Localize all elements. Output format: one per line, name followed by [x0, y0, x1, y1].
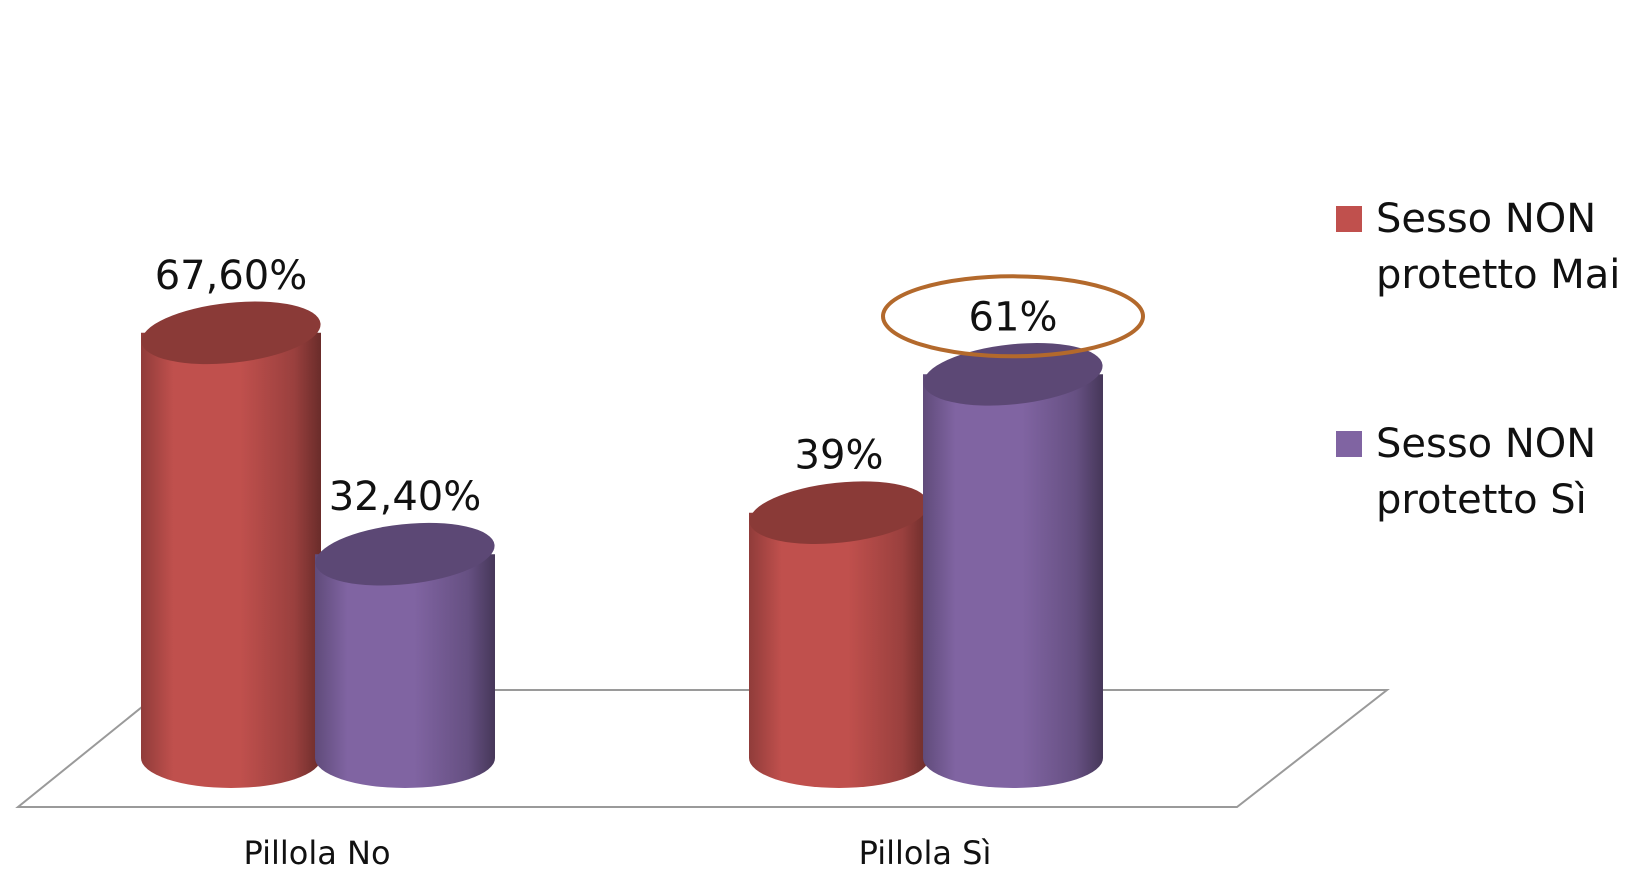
data-label: 61%: [969, 294, 1058, 340]
highlight-ellipse: [881, 274, 1145, 359]
data-label: 67,60%: [155, 253, 308, 299]
x-tick-label: Pillola No: [243, 834, 390, 872]
bar-top-cap: [315, 522, 495, 586]
bar-mai-pillola-no: [141, 332, 321, 788]
data-label: 39%: [795, 433, 884, 479]
bar-si-pillola-no: [315, 554, 495, 788]
legend-label: Sesso NON: [1376, 421, 1596, 467]
legend: Sesso NON protetto Mai Sesso NON protetto S…: [1336, 196, 1620, 523]
bar-top-cap: [923, 343, 1103, 406]
x-tick-label: Pillola Sì: [859, 834, 992, 872]
bar-si-pillola-si: [923, 374, 1103, 788]
legend-swatch: [1336, 206, 1362, 232]
data-labels: 67,60% 32,40% 39% 61%: [155, 253, 1058, 520]
category-labels: Pillola No Pillola Sì: [243, 834, 991, 872]
bar-group: [141, 301, 1103, 788]
bar-top-cap: [141, 301, 321, 365]
data-label: 32,40%: [329, 474, 482, 520]
legend-label: Sesso NON: [1376, 196, 1596, 242]
legend-swatch: [1336, 431, 1362, 457]
bar-top-cap: [749, 481, 929, 544]
annotation-group: [881, 274, 1145, 359]
legend-label: protetto Mai: [1376, 252, 1620, 298]
legend-label: protetto Sì: [1376, 477, 1587, 523]
bar-mai-pillola-si: [749, 512, 929, 788]
